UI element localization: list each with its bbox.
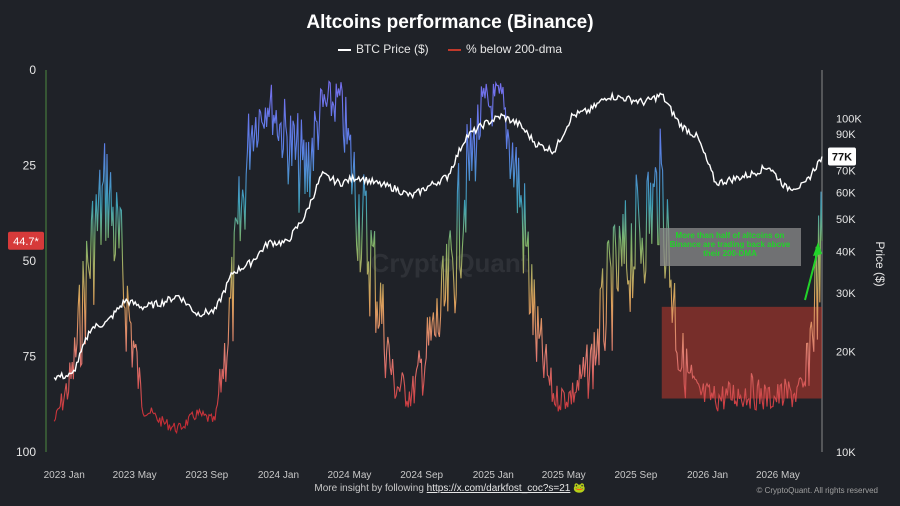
right-tick-label: 90K [836,129,856,141]
copyright-text: © CryptoQuant. All rights reserved [756,486,879,495]
right-tick-label: 60K [836,188,856,200]
frog-icon: 🐸 [573,483,586,494]
right-tick-label: 100K [836,114,862,126]
series-btc-price-line [53,91,823,382]
x-tick-label: 2023 May [113,470,157,481]
x-tick-label: 2025 Sep [615,470,658,481]
annotation-line: Binance are trading back above [670,240,791,249]
right-tick-label: 70K [836,165,856,177]
series-below-200dma-line [53,80,823,435]
legend-label-below-dma: % below 200-dma [465,42,563,56]
x-tick-label: 2026 Jan [687,470,728,481]
right-tick-label: 50K [836,214,856,226]
legend-item-below-dma[interactable]: % below 200-dma [447,42,563,56]
right-tick-label: 40K [836,246,856,258]
legend-swatch-below-dma [447,48,461,51]
left-tick-label: 25 [23,159,37,173]
x-tick-label: 2026 May [756,470,800,481]
left-current-badge [8,231,44,250]
highlight-box [661,306,822,399]
right-current-badge [828,147,856,166]
footer-link[interactable]: https://x.com/darkfost_coc?s=21 [426,483,571,494]
x-tick-label: 2025 May [542,470,586,481]
footer: More insight by following https://x.com/… [0,483,900,494]
annotation-box [660,228,801,266]
left-tick-label: 50 [23,254,37,268]
x-tick-label: 2025 Jan [473,470,514,481]
footer-prefix: More insight by following [314,483,424,494]
x-tick-label: 2023 Sep [185,470,228,481]
left-tick-label: 100 [16,445,36,459]
annotation-arrow-shaft [804,249,819,301]
legend-item-btc[interactable]: BTC Price ($) [337,42,429,56]
right-current-badge-text: 77K [832,152,852,164]
watermark-text: CryptoQuant [371,248,530,278]
annotation-line: More than half of altcoins on [676,231,785,240]
chart-legend: BTC Price ($) % below 200-dma [0,42,900,56]
right-tick-label: 10K [836,447,856,459]
annotation-line: their 200-DMA [703,249,757,258]
left-tick-label: 0 [29,63,36,77]
x-tick-label: 2023 Jan [44,470,85,481]
annotation-arrow-head [813,242,822,256]
x-tick-label: 2024 Sep [400,470,443,481]
annotation-text: More than half of altcoins on Binance are… [670,231,791,258]
chart-title: Altcoins performance (Binance) [306,12,594,33]
legend-label-btc: BTC Price ($) [355,42,429,56]
left-current-badge-text: 44.7* [13,236,39,248]
right-tick-label: 30K [836,288,856,300]
right-tick-label: 20K [836,347,856,359]
x-tick-label: 2024 Jan [258,470,299,481]
left-tick-label: 75 [23,350,37,364]
x-tick-label: 2024 May [328,470,372,481]
right-axis-title: Price ($) [873,241,887,286]
legend-swatch-btc [337,48,351,51]
